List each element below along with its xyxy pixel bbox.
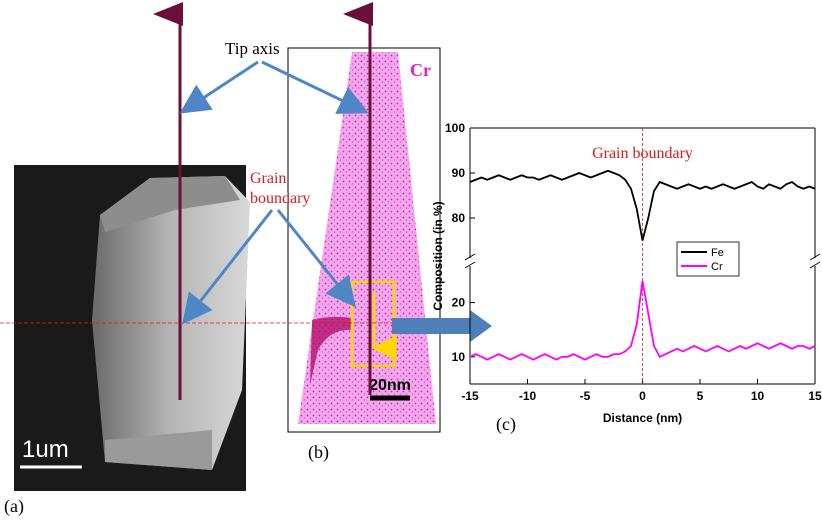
legend-label: Fe [711, 247, 724, 259]
x-tick-label: -15 [461, 389, 479, 403]
x-tick-label: 0 [639, 389, 646, 403]
y-tick-label: 20 [452, 296, 466, 310]
x-tick-label: -10 [519, 389, 537, 403]
scale-label: 20nm [369, 377, 411, 394]
y-axis-label: Composition (in %) [431, 201, 445, 310]
x-axis-label: Distance (nm) [603, 411, 682, 425]
series-line [469, 169, 816, 241]
annotation: Grain boundary [592, 145, 693, 162]
element-label: Cr [410, 60, 431, 80]
y-tick-label: 10 [452, 350, 466, 364]
chart: 10 20 80 90 100 -15 -10 -5 0 5 10 15 Distance (nm) Co… [431, 121, 822, 425]
panel-label: (a) [4, 496, 24, 517]
legend-box [676, 241, 740, 277]
panel-label: (c) [496, 414, 516, 435]
axis-break [809, 261, 821, 269]
series-line [469, 280, 816, 361]
tip-axis-label: Tip axis [225, 39, 280, 58]
sem-image: 1um [14, 165, 250, 491]
x-tick-label: 10 [751, 389, 765, 403]
panel-label: (b) [308, 442, 329, 463]
axis-break [809, 253, 821, 261]
atom-map: 20nm Cr [287, 47, 441, 433]
y-tick-label: 80 [452, 211, 466, 225]
y-tick-label: 100 [445, 121, 465, 135]
y-tick-label: 90 [452, 166, 466, 180]
scale-label: 1um [22, 436, 69, 463]
grain-label: boundary [250, 190, 310, 207]
legend-label: Cr [711, 261, 723, 273]
axis-break [464, 253, 476, 261]
x-tick-label: 15 [808, 389, 822, 403]
callouts [179, 60, 369, 325]
grain-label: Grain [250, 170, 286, 187]
x-tick-label: 5 [697, 389, 704, 403]
link-arrow [392, 310, 492, 342]
x-tick-label: -5 [580, 389, 591, 403]
axis-break [464, 261, 476, 269]
